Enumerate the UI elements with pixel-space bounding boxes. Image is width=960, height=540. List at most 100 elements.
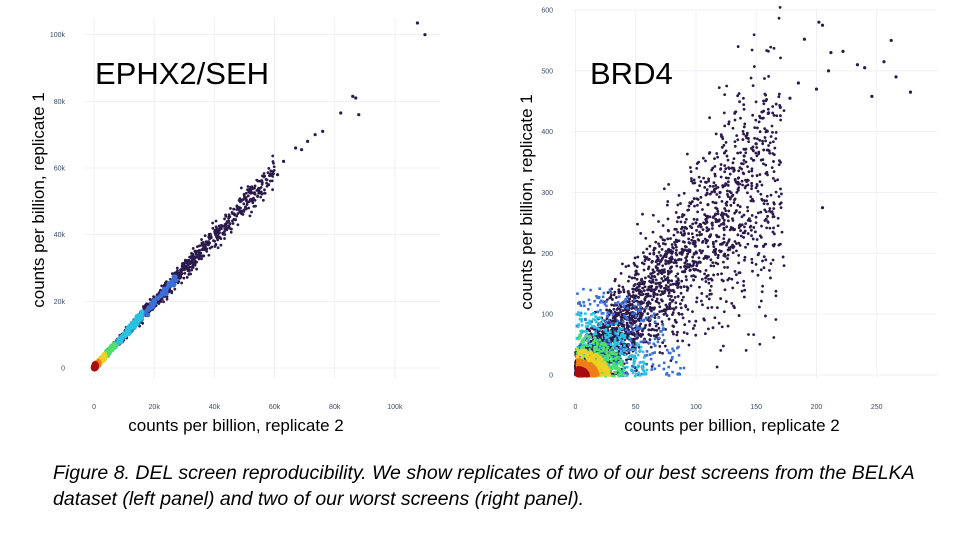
scatter-point bbox=[723, 93, 727, 97]
scatter-point bbox=[674, 211, 678, 214]
density-cell bbox=[652, 342, 656, 346]
scatter-point bbox=[271, 154, 275, 158]
scatter-point bbox=[758, 234, 762, 238]
scatter-point bbox=[768, 226, 772, 230]
scatter-point bbox=[200, 257, 203, 261]
scatter-point bbox=[814, 87, 819, 91]
scatter-point bbox=[669, 237, 672, 240]
scatter-point bbox=[754, 151, 758, 155]
scatter-point bbox=[415, 21, 420, 25]
scatter-point bbox=[746, 136, 750, 140]
scatter-point bbox=[757, 152, 761, 156]
scatter-point bbox=[699, 195, 703, 199]
scatter-point bbox=[224, 228, 228, 232]
scatter-point bbox=[722, 218, 726, 222]
scatter-point bbox=[187, 273, 191, 276]
scatter-point bbox=[750, 228, 753, 232]
scatter-point bbox=[737, 271, 741, 275]
scatter-point bbox=[715, 365, 719, 369]
scatter-point bbox=[735, 134, 739, 138]
scatter-point bbox=[788, 96, 792, 100]
scatter-point bbox=[689, 202, 693, 206]
x-tick-label: 40k bbox=[209, 404, 221, 411]
scatter-point bbox=[221, 231, 225, 235]
scatter-point bbox=[727, 166, 730, 169]
scatter-point bbox=[229, 230, 233, 234]
scatter-point bbox=[647, 275, 651, 278]
density-cell bbox=[620, 347, 624, 350]
scatter-point bbox=[244, 198, 247, 201]
density-cell bbox=[576, 292, 579, 296]
scatter-point bbox=[696, 189, 700, 192]
density-cell bbox=[639, 305, 642, 309]
scatter-point bbox=[671, 311, 675, 314]
scatter-point bbox=[165, 295, 169, 299]
scatter-point bbox=[684, 218, 688, 221]
scatter-point bbox=[211, 221, 215, 225]
scatter-point bbox=[755, 245, 759, 248]
scatter-point bbox=[180, 272, 184, 275]
scatter-point bbox=[693, 204, 696, 208]
scatter-point bbox=[666, 200, 670, 203]
scatter-point bbox=[213, 239, 217, 243]
scatter-point bbox=[752, 199, 755, 203]
scatter-point bbox=[710, 190, 714, 194]
scatter-point bbox=[200, 238, 203, 241]
scatter-point bbox=[242, 209, 246, 213]
scatter-point bbox=[690, 179, 693, 183]
scatter-point bbox=[223, 237, 226, 240]
scatter-point bbox=[687, 237, 691, 241]
scatter-point bbox=[771, 130, 774, 134]
scatter-point bbox=[697, 160, 701, 164]
scatter-point bbox=[714, 217, 717, 221]
scatter-point bbox=[739, 116, 742, 120]
density-point bbox=[161, 291, 166, 296]
scatter-point bbox=[170, 289, 174, 293]
scatter-point bbox=[765, 199, 768, 203]
scatter-point bbox=[761, 259, 764, 263]
scatter-point bbox=[723, 170, 727, 174]
scatter-point bbox=[768, 141, 772, 145]
scatter-point bbox=[746, 191, 749, 195]
scatter-point bbox=[674, 238, 678, 242]
scatter-point bbox=[714, 132, 718, 136]
scatter-point bbox=[766, 202, 770, 206]
density-cell bbox=[596, 323, 600, 327]
scatter-point bbox=[722, 237, 726, 241]
scatter-point bbox=[689, 166, 692, 169]
scatter-point bbox=[755, 137, 759, 141]
scatter-point bbox=[769, 193, 773, 197]
scatter-point bbox=[731, 286, 735, 290]
scatter-point bbox=[774, 318, 778, 321]
scatter-point bbox=[659, 235, 663, 239]
density-cell bbox=[661, 333, 665, 337]
scatter-point bbox=[713, 172, 717, 176]
scatter-point bbox=[743, 258, 746, 262]
scatter-point bbox=[657, 250, 661, 254]
scatter-point bbox=[676, 203, 680, 207]
scatter-point bbox=[826, 69, 831, 73]
scatter-point bbox=[820, 206, 825, 210]
scatter-point bbox=[423, 33, 427, 37]
scatter-point bbox=[729, 191, 733, 195]
scatter-point bbox=[716, 185, 720, 189]
scatter-point bbox=[736, 45, 740, 48]
scatter-point bbox=[716, 155, 720, 159]
scatter-point bbox=[782, 109, 786, 113]
scatter-point bbox=[765, 226, 769, 230]
scatter-point bbox=[760, 110, 764, 114]
scatter-point bbox=[657, 289, 661, 293]
scatter-point bbox=[692, 274, 695, 278]
scatter-point bbox=[145, 302, 148, 306]
scatter-point bbox=[653, 246, 657, 250]
scatter-point bbox=[630, 276, 634, 280]
scatter-point bbox=[766, 129, 769, 133]
scatter-point bbox=[714, 187, 718, 190]
scatter-point bbox=[621, 285, 625, 289]
scatter-point bbox=[752, 226, 756, 229]
scatter-point bbox=[720, 272, 723, 276]
scatter-point bbox=[710, 222, 714, 225]
scatter-point bbox=[718, 190, 722, 195]
